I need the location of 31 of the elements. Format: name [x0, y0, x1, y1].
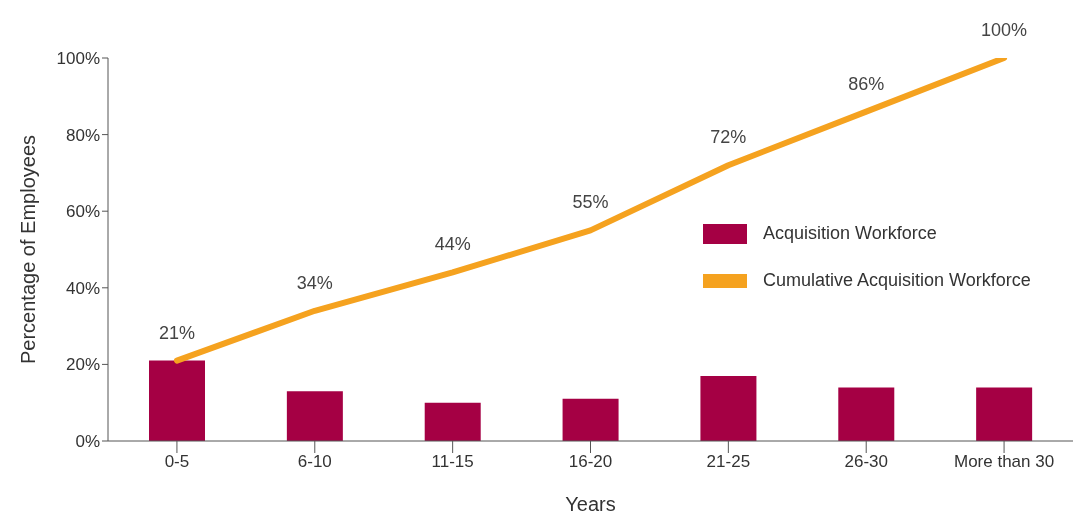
x-axis-title: Years — [565, 493, 616, 515]
x-tick-label: 21-25 — [706, 452, 751, 472]
x-tick-label: 0-5 — [164, 452, 190, 472]
y-tick-label: 60% — [65, 202, 100, 222]
x-tick-label: 26-30 — [844, 452, 888, 472]
y-axis-title: Percentage of Employees — [17, 134, 40, 365]
y-tick-label: 20% — [65, 355, 100, 375]
bar — [424, 402, 481, 441]
data-label: 21% — [158, 322, 195, 343]
x-tick-label: More than 30 — [953, 452, 1055, 472]
data-label: 34% — [296, 272, 333, 293]
bar — [838, 387, 895, 441]
y-tick-label: 80% — [65, 125, 100, 145]
x-tick-label: 16-20 — [568, 452, 613, 472]
x-tick-label: 11-15 — [431, 452, 474, 472]
y-tick-label: 40% — [65, 278, 100, 298]
data-label: 72% — [710, 127, 747, 148]
data-label: 100% — [981, 20, 1028, 40]
x-tick-label: 6-10 — [297, 452, 332, 472]
bar — [562, 398, 619, 441]
bar — [149, 360, 205, 441]
data-label: 44% — [434, 234, 471, 255]
data-label: 55% — [572, 192, 609, 213]
bar — [976, 387, 1033, 441]
legend-label: Cumulative Acquisition Workforce — [763, 270, 1031, 291]
bar — [700, 375, 757, 441]
y-tick-label: 0% — [75, 432, 100, 452]
y-tick-label: 100% — [56, 49, 100, 69]
legend-label: Acquisition Workforce — [763, 223, 937, 244]
data-label: 86% — [848, 73, 885, 94]
bar — [286, 391, 343, 441]
